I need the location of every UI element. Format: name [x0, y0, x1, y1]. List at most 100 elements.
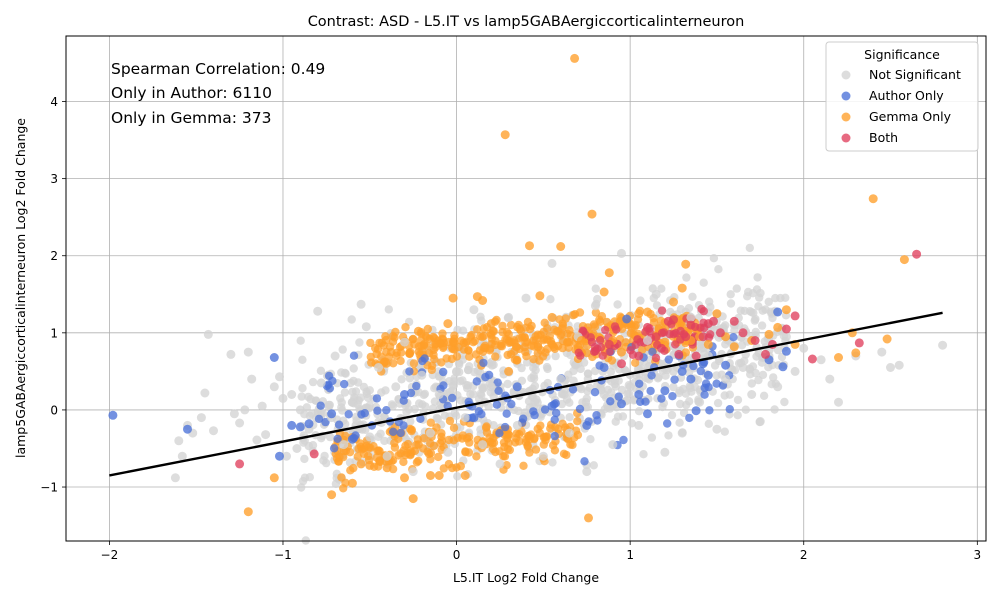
- point-not-significant: [330, 351, 340, 361]
- point-gemma-only: [438, 329, 447, 338]
- point-gemma-only: [460, 471, 470, 480]
- point-gemma-only: [515, 334, 524, 343]
- point-not-significant: [486, 382, 496, 392]
- point-not-significant: [755, 417, 765, 426]
- point-not-significant: [296, 336, 305, 345]
- point-gemma-only: [555, 315, 564, 324]
- point-gemma-only: [504, 337, 514, 346]
- point-gemma-only: [418, 444, 428, 453]
- point-both: [669, 315, 678, 325]
- point-author-only: [617, 399, 626, 409]
- point-not-significant: [754, 302, 763, 311]
- point-not-significant: [686, 383, 695, 393]
- point-not-significant: [298, 355, 307, 364]
- x-tick-label: 2: [800, 548, 808, 562]
- point-not-significant: [261, 430, 271, 440]
- point-gemma-only: [366, 352, 375, 362]
- point-author-only: [575, 404, 585, 414]
- point-gemma-only: [529, 342, 539, 351]
- point-not-significant: [743, 292, 752, 301]
- point-gemma-only: [546, 336, 555, 346]
- point-not-significant: [512, 420, 522, 430]
- point-both: [706, 330, 715, 339]
- x-ticks: −2 −1 0 1 2 3: [101, 541, 981, 562]
- point-not-significant: [564, 428, 574, 438]
- point-not-significant: [297, 483, 306, 492]
- point-not-significant: [347, 315, 356, 324]
- point-both: [738, 328, 748, 338]
- point-not-significant: [769, 373, 778, 382]
- point-author-only: [448, 393, 457, 403]
- point-both: [686, 320, 696, 330]
- point-author-only: [500, 422, 510, 432]
- point-author-only: [668, 392, 677, 401]
- point-gemma-only: [550, 344, 559, 353]
- point-author-only: [472, 377, 481, 386]
- point-not-significant: [432, 413, 441, 422]
- point-not-significant: [349, 376, 358, 386]
- point-not-significant: [338, 345, 347, 354]
- point-not-significant: [347, 397, 357, 407]
- point-author-only: [334, 420, 344, 429]
- point-author-only: [529, 407, 538, 416]
- point-gemma-only: [516, 326, 526, 335]
- point-author-only: [183, 424, 192, 434]
- point-not-significant: [759, 391, 769, 400]
- point-not-significant: [400, 337, 409, 347]
- point-author-only: [635, 379, 644, 388]
- point-gemma-only: [456, 461, 465, 471]
- point-both: [634, 351, 644, 361]
- point-not-significant: [528, 384, 537, 393]
- point-not-significant: [340, 388, 350, 397]
- legend-entry-author-only: Author Only: [869, 88, 944, 103]
- point-not-significant: [476, 389, 485, 398]
- point-gemma-only: [430, 355, 439, 364]
- point-not-significant: [547, 258, 557, 268]
- point-gemma-only: [656, 316, 666, 326]
- point-gemma-only: [382, 463, 392, 473]
- point-not-significant: [636, 296, 645, 305]
- point-gemma-only: [582, 348, 591, 358]
- point-not-significant: [170, 473, 180, 483]
- point-not-significant: [593, 294, 602, 304]
- x-tick-label: −1: [274, 548, 292, 562]
- point-not-significant: [381, 386, 390, 395]
- point-gemma-only: [729, 342, 739, 352]
- y-tick-label: 2: [50, 249, 58, 263]
- point-author-only: [108, 410, 118, 420]
- point-not-significant: [252, 435, 262, 445]
- point-not-significant: [617, 248, 626, 258]
- point-not-significant: [576, 364, 585, 374]
- point-author-only: [568, 385, 578, 394]
- point-author-only: [396, 428, 405, 438]
- point-not-significant: [391, 382, 401, 392]
- point-gemma-only: [491, 352, 500, 361]
- dense-points: [296, 243, 791, 545]
- point-gemma-only: [525, 448, 534, 457]
- point-both: [656, 343, 666, 353]
- point-not-significant: [298, 384, 307, 393]
- point-not-significant: [606, 367, 616, 376]
- point-gemma-only: [882, 334, 892, 344]
- point-gemma-only: [556, 242, 566, 251]
- point-gemma-only: [498, 327, 507, 337]
- point-both: [691, 351, 701, 361]
- point-not-significant: [428, 404, 438, 413]
- point-author-only: [360, 409, 369, 418]
- point-author-only: [677, 366, 687, 376]
- point-not-significant: [610, 379, 619, 389]
- point-gemma-only: [643, 307, 652, 317]
- legend-marker-both: [841, 133, 851, 143]
- point-author-only: [721, 360, 731, 370]
- point-not-significant: [675, 418, 684, 427]
- point-not-significant: [747, 379, 756, 388]
- point-author-only: [725, 405, 734, 414]
- point-both: [651, 332, 661, 342]
- point-not-significant: [714, 265, 723, 274]
- point-gemma-only: [712, 309, 722, 319]
- point-gemma-only: [437, 432, 446, 441]
- point-gemma-only: [449, 338, 458, 347]
- point-author-only: [657, 394, 666, 403]
- point-gemma-only: [681, 259, 691, 269]
- point-not-significant: [257, 401, 267, 411]
